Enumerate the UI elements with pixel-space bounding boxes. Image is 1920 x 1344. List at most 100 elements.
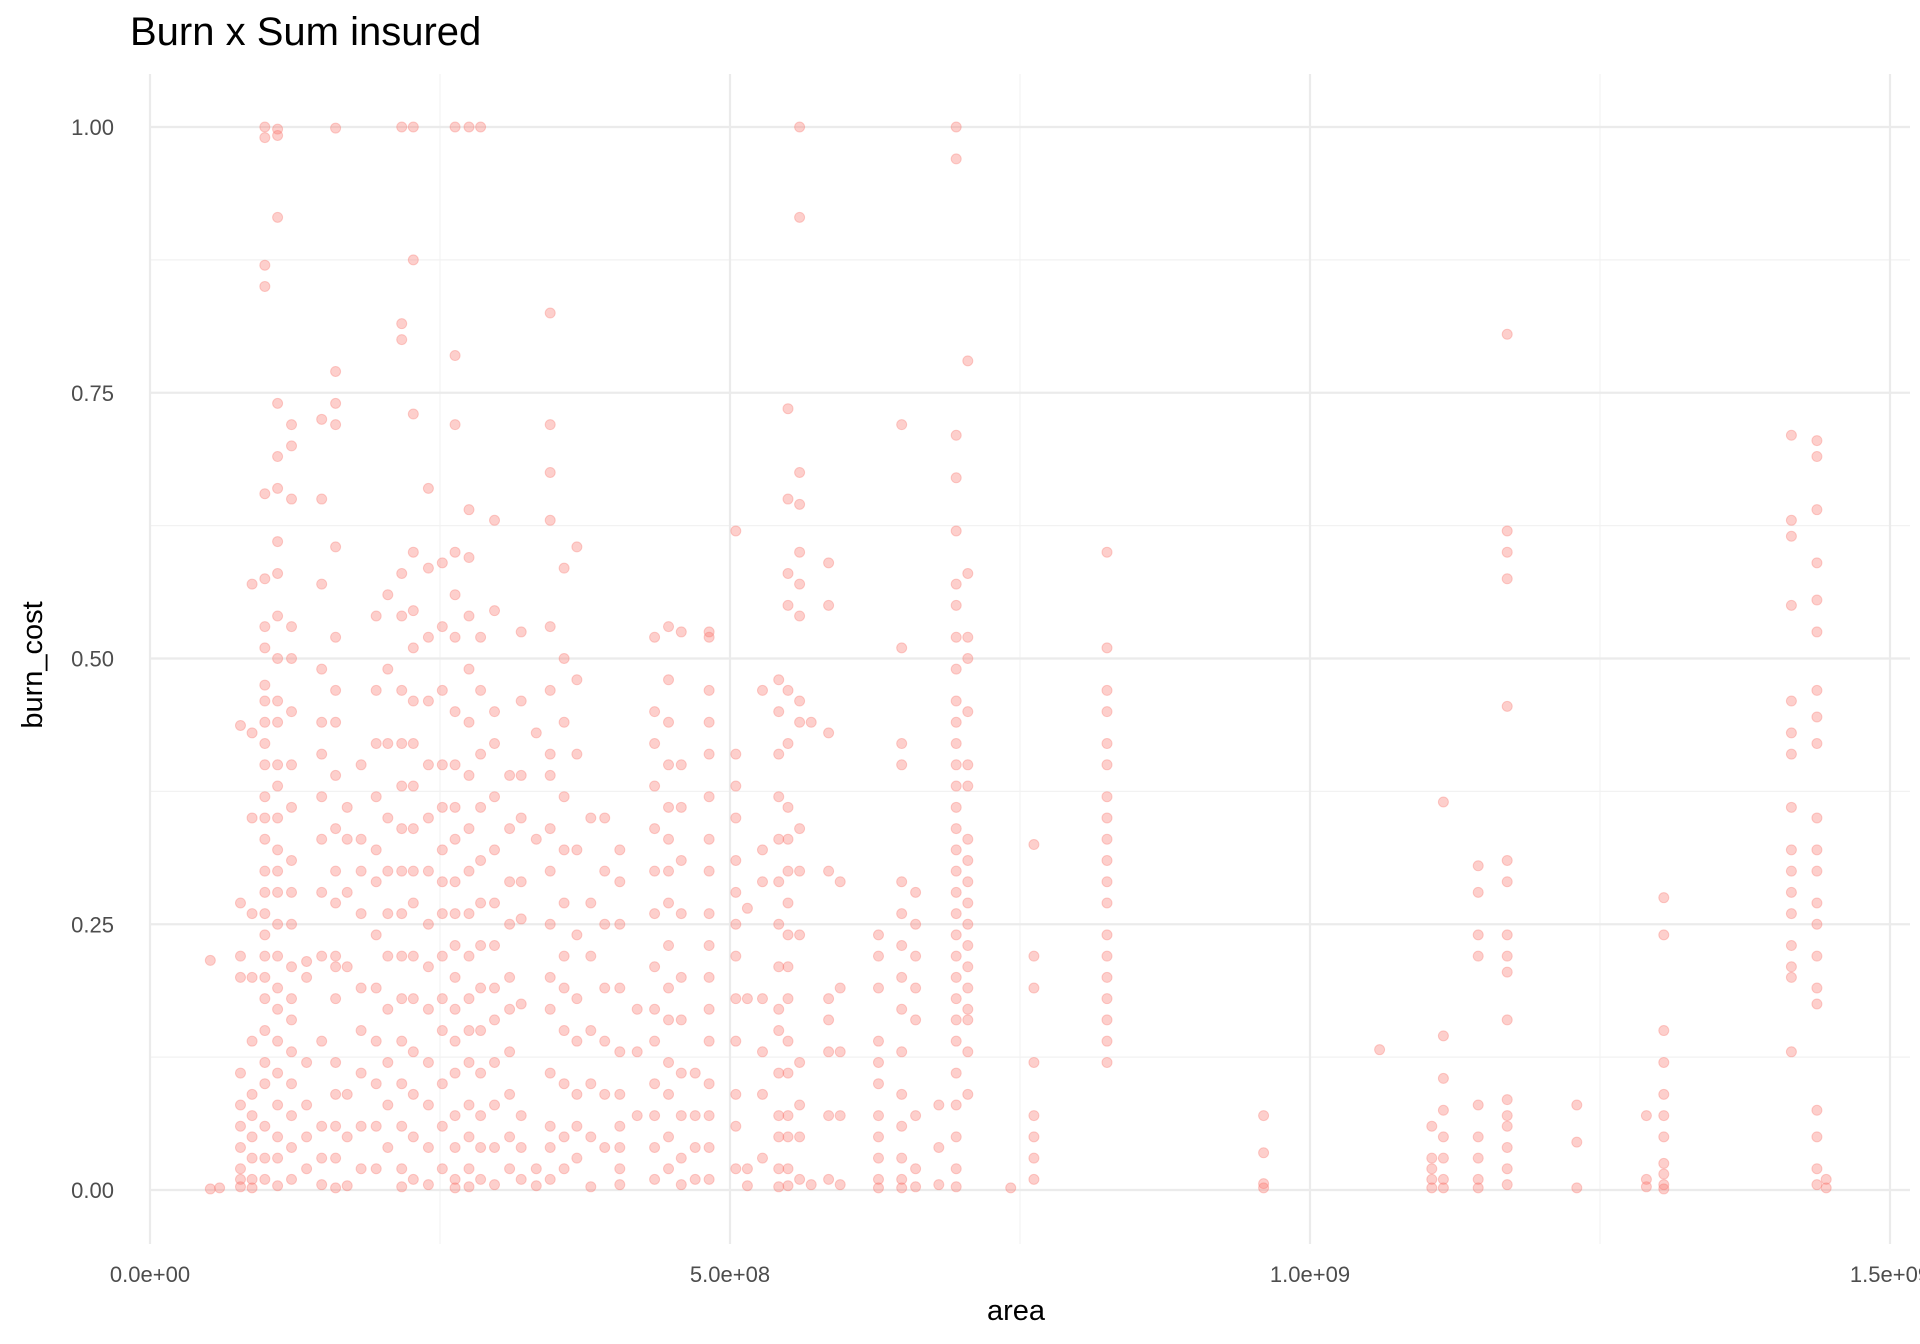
data-point	[571, 993, 583, 1005]
data-point	[585, 950, 597, 962]
x-tick-label: 5.0e+08	[690, 1262, 770, 1287]
data-point	[407, 695, 419, 707]
data-point	[962, 1046, 974, 1058]
data-point	[396, 684, 408, 696]
data-point	[1028, 1173, 1040, 1185]
data-point	[663, 716, 675, 728]
data-point	[872, 1182, 884, 1194]
data-point	[1571, 1182, 1583, 1194]
data-point	[436, 759, 448, 771]
data-point	[649, 1173, 661, 1185]
data-point	[515, 812, 527, 824]
data-point	[463, 1099, 475, 1111]
data-point	[407, 408, 419, 420]
data-point	[246, 1173, 258, 1185]
data-point	[599, 812, 611, 824]
data-point	[286, 653, 298, 664]
data-point	[316, 1120, 328, 1132]
data-point	[571, 844, 583, 856]
data-point	[463, 993, 475, 1005]
data-point	[449, 759, 461, 771]
data-point	[689, 1110, 701, 1122]
data-point	[896, 1173, 908, 1185]
data-point	[504, 971, 516, 983]
data-point	[794, 865, 806, 877]
data-point	[1437, 1030, 1449, 1042]
data-point	[316, 833, 328, 845]
data-point	[504, 918, 516, 930]
data-point	[1811, 998, 1823, 1010]
data-point	[330, 823, 342, 835]
data-point	[489, 605, 501, 617]
data-point	[571, 1035, 583, 1047]
data-point	[599, 982, 611, 994]
data-point	[1028, 1056, 1040, 1068]
data-point	[1101, 706, 1113, 718]
data-point	[663, 1131, 675, 1143]
data-point	[1374, 1044, 1386, 1056]
data-point	[663, 982, 675, 994]
data-point	[422, 1099, 434, 1111]
data-point	[1820, 1182, 1832, 1194]
data-point	[272, 610, 284, 622]
data-point	[1785, 514, 1797, 526]
data-point	[756, 993, 768, 1005]
data-point	[463, 504, 475, 516]
data-point	[823, 865, 835, 877]
data-point	[449, 1110, 461, 1122]
data-point	[1658, 1110, 1670, 1122]
data-point	[301, 1056, 313, 1068]
data-point	[382, 865, 394, 877]
data-point	[422, 918, 434, 930]
data-point	[1426, 1163, 1438, 1175]
data-point	[675, 1014, 687, 1026]
data-point	[794, 466, 806, 478]
data-point	[272, 1067, 284, 1079]
data-point	[449, 1173, 461, 1185]
data-point	[872, 1173, 884, 1185]
data-point	[272, 1131, 284, 1143]
data-point	[246, 1131, 258, 1143]
data-point	[234, 950, 246, 962]
data-point	[475, 631, 487, 643]
data-point	[872, 950, 884, 962]
data-point	[1101, 833, 1113, 845]
data-point	[663, 1088, 675, 1100]
data-point	[330, 993, 342, 1005]
data-point	[962, 897, 974, 909]
data-point	[316, 1035, 328, 1047]
data-point	[614, 1141, 626, 1153]
data-point	[773, 918, 785, 930]
data-point	[449, 971, 461, 983]
data-point	[675, 1179, 687, 1191]
data-point	[504, 1163, 516, 1175]
data-point	[234, 1120, 246, 1132]
data-point	[794, 498, 806, 510]
data-point	[1028, 982, 1040, 994]
data-point	[571, 929, 583, 941]
data-point	[475, 121, 487, 133]
data-point	[782, 1110, 794, 1122]
data-point	[286, 886, 298, 898]
data-point	[614, 844, 626, 856]
data-point	[962, 1014, 974, 1026]
data-point	[544, 307, 556, 319]
data-point	[950, 993, 962, 1005]
data-point	[1658, 1157, 1670, 1169]
data-point	[1101, 971, 1113, 983]
data-point	[599, 1141, 611, 1153]
data-point	[544, 684, 556, 696]
data-point	[730, 918, 742, 930]
data-point	[382, 589, 394, 601]
data-point	[370, 610, 382, 622]
data-point	[1426, 1120, 1438, 1132]
data-point	[794, 610, 806, 622]
data-point	[407, 1046, 419, 1058]
data-point	[950, 865, 962, 877]
data-point	[805, 1179, 817, 1191]
data-point	[614, 1179, 626, 1191]
data-point	[234, 1181, 246, 1193]
data-point	[316, 950, 328, 962]
data-point	[571, 674, 583, 686]
data-point	[407, 1173, 419, 1185]
